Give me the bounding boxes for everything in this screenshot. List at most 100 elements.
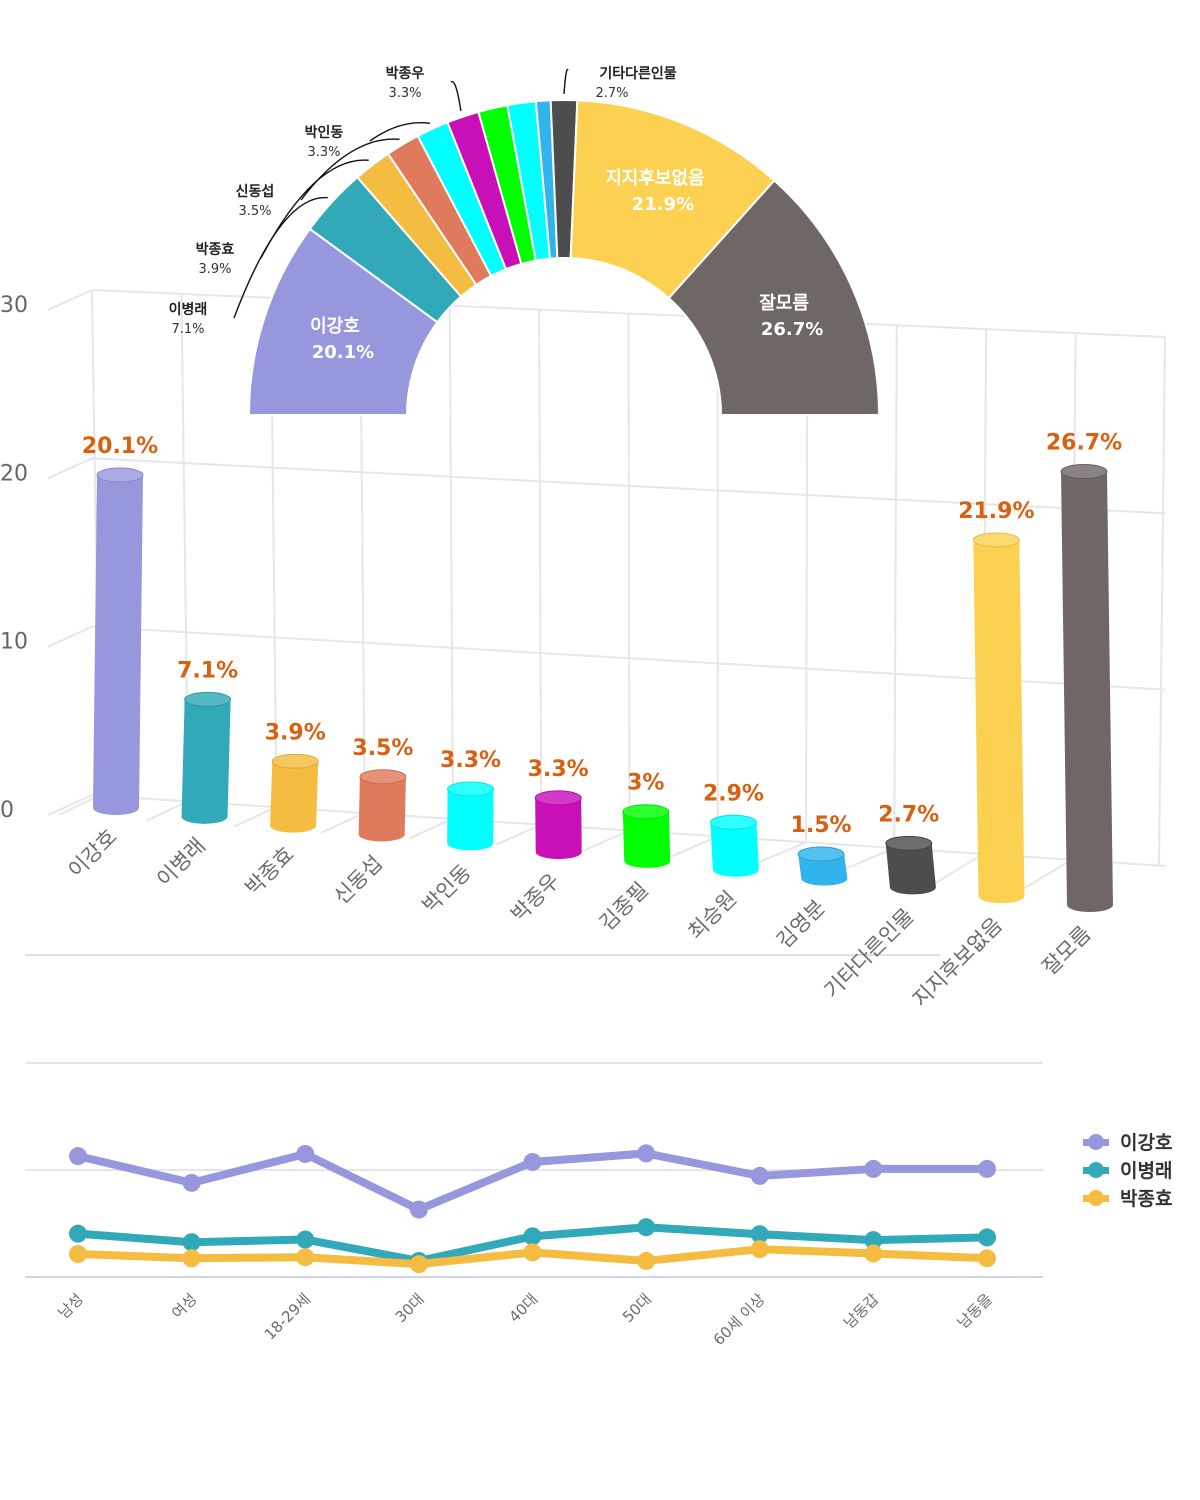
bar-value-label: 3.3%: [440, 748, 501, 773]
bar-y-tick-label: 30: [0, 293, 28, 318]
line-chart-series: [69, 1144, 996, 1274]
bar-x-tick-label: 잘모름: [1038, 922, 1096, 980]
bar-x-tick-label: 최승원: [683, 886, 741, 944]
line-point: [864, 1159, 883, 1178]
donut-callout-value: 3.3%: [388, 86, 421, 101]
bar-최승원: [709, 814, 759, 877]
line-x-tick-label: 남동갑: [840, 1290, 882, 1332]
line-x-tick-label: 18-29세: [261, 1290, 314, 1343]
bar-gridline-side: [47, 794, 93, 816]
bar-body: [798, 854, 848, 886]
bar-value-label: 20.1%: [82, 434, 158, 459]
donut-callout-leader: [450, 80, 462, 112]
line-point: [750, 1166, 769, 1185]
bar-top-cap: [1060, 464, 1108, 480]
donut-inside-label-name: 이강호: [310, 316, 360, 337]
legend-label: 박종효: [1120, 1188, 1172, 1210]
donut-inside-label-name: 잘모름: [759, 293, 809, 314]
line-point: [523, 1243, 542, 1262]
bar-top-cap: [797, 846, 845, 862]
donut-callout-leader: [369, 122, 431, 142]
bar-body: [181, 699, 231, 824]
bar-x-tick-label: 기타다른인물: [820, 904, 919, 1003]
line-x-tick-label: 남동을: [954, 1290, 996, 1332]
bar-top-cap: [622, 804, 670, 820]
legend-label: 이강호: [1120, 1132, 1172, 1154]
bar-value-label: 21.9%: [958, 499, 1034, 524]
bar-floor-line: [933, 853, 984, 886]
bar-x-tick-label: 박종효: [241, 842, 299, 900]
bar-이병래: [181, 691, 232, 824]
bar-박종우: [534, 790, 582, 860]
bar-박인동: [447, 781, 495, 851]
donut-callout-value: 3.5%: [238, 204, 271, 219]
bar-x-tick-label: 지지후보없음: [908, 913, 1007, 1012]
bar-body: [1061, 471, 1113, 912]
line-point: [296, 1144, 315, 1163]
line-point: [978, 1159, 996, 1178]
bar-top-cap: [709, 814, 757, 830]
line-point: [296, 1248, 315, 1267]
bar-gridline-side: [47, 289, 93, 311]
legend-swatch-marker: [1088, 1162, 1104, 1178]
donut-callout-leader: [300, 138, 400, 201]
bar-y-tick-label: 0: [0, 798, 14, 823]
line-x-tick-label: 60세 이상: [710, 1290, 769, 1349]
bar-floor-line: [495, 823, 542, 846]
bar-x-tick-label: 김영분: [772, 895, 830, 953]
line-point: [69, 1147, 87, 1166]
donut-callout-value: 3.3%: [307, 145, 340, 160]
line-point: [864, 1244, 883, 1263]
line-point: [182, 1249, 201, 1268]
bar-gridline-side: [47, 457, 93, 480]
bar-value-label: 26.7%: [1046, 431, 1122, 456]
bar-gridline-vertical: [538, 309, 543, 825]
donut-callout-labels: 이병래 7.1% 박종효 3.9% 신동섭 3.5% 박인동 3.3% 박종우 3.3% 기타다른인…: [169, 65, 677, 337]
line-point: [750, 1225, 769, 1244]
bar-value-label: 2.9%: [703, 781, 764, 806]
bar-top-cap: [184, 691, 232, 707]
bar-신동섭: [358, 769, 407, 842]
legend-swatch-marker: [1088, 1190, 1104, 1206]
line-point: [182, 1233, 201, 1252]
bar-x-tick-label: 이병래: [152, 833, 210, 891]
bar-body: [270, 761, 319, 833]
donut-callout-value: 7.1%: [171, 322, 204, 337]
bar-y-tick-label: 10: [0, 630, 28, 655]
line-point: [523, 1227, 542, 1246]
bar-top-cap: [96, 467, 144, 483]
bar-body: [710, 822, 759, 877]
bar-body: [447, 788, 494, 851]
bar-gridline-vertical: [1158, 336, 1166, 867]
donut-callout-name: 신동섭: [236, 184, 275, 200]
bar-x-tick-label: 박인동: [418, 860, 476, 918]
bar-top-cap: [359, 769, 407, 785]
line-series-박종효: [69, 1240, 996, 1274]
donut-callout-leader: [233, 196, 328, 319]
bar-김종필: [622, 804, 671, 868]
donut-inside-label-value: 20.1%: [312, 342, 374, 363]
bar-top-cap: [885, 835, 933, 851]
line-chart-x-axis: 남성 여성 18-29세 30대 40대 50대 60세 이상 남동갑 남동을: [55, 1290, 996, 1349]
line-series-이병래: [69, 1218, 996, 1270]
bar-이강호: [93, 467, 144, 815]
bar-body: [535, 797, 582, 860]
line-point: [409, 1200, 428, 1219]
bar-x-tick-label: 신동섭: [329, 851, 387, 909]
line-point: [69, 1244, 87, 1263]
bar-chart-bars: 20.1% 7.1% 3.9% 3.5% 3.3% 3.3% 3% 2.9% 1.5% 2.7% 2…: [82, 431, 1122, 912]
donut-callout-name: 기타다른인물: [599, 65, 676, 82]
donut-callout-name: 이병래: [169, 301, 208, 318]
line-point: [637, 1251, 656, 1270]
bar-floor-line: [320, 811, 366, 834]
donut-inside-label-value: 21.9%: [632, 194, 694, 215]
bar-value-label: 7.1%: [177, 658, 238, 683]
bar-지지후보없음: [972, 532, 1025, 904]
bar-value-label: 3.5%: [352, 736, 413, 761]
donut-callout-value: 3.9%: [198, 262, 231, 277]
line-x-tick-label: 30대: [392, 1290, 428, 1326]
bar-잘모름: [1060, 464, 1113, 912]
bar-floor-line: [670, 835, 719, 858]
line-point: [523, 1152, 542, 1171]
